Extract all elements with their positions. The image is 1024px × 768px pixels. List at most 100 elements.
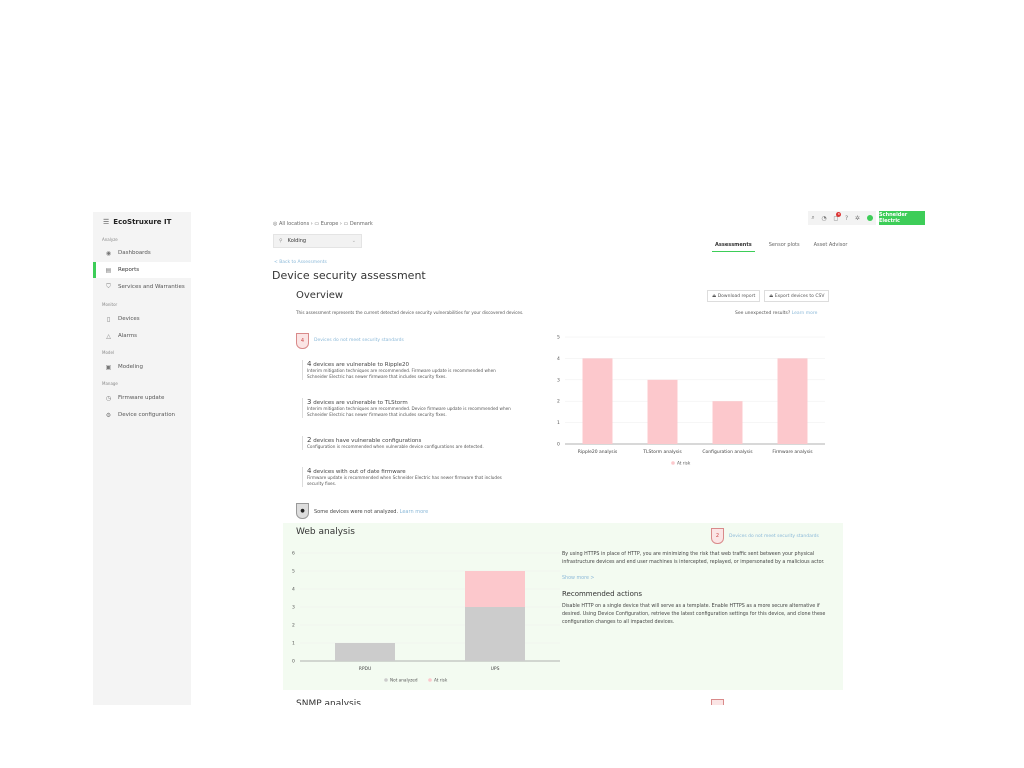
web-analysis-section bbox=[283, 523, 843, 690]
web-analysis-chart: 0 1 2 3 4 5 6 RPDU UPS Not analyzed At risk bbox=[292, 551, 560, 683]
tabs: Assessments Sensor plots Asset Advisor bbox=[712, 242, 847, 252]
y-tick-label: 2 bbox=[557, 399, 560, 405]
tab-sensor-plots[interactable]: Sensor plots bbox=[768, 242, 800, 248]
recommended-actions-title: Recommended actions bbox=[562, 590, 642, 598]
unexpected-results: See unexpected results? Learn more bbox=[735, 311, 818, 316]
risk-badge: 4 bbox=[296, 333, 309, 349]
x-tick-label: Ripple20 analysis bbox=[578, 449, 618, 455]
toolbar: ⌕ ◔ ◻ 8? ✲ bbox=[808, 211, 876, 225]
vulnerability-item: 4 devices are vulnerable to Ripple20 Inte… bbox=[302, 360, 512, 380]
legend-label: At risk bbox=[434, 678, 448, 683]
y-tick-label: 5 bbox=[292, 569, 295, 575]
folder-icon: ▭ bbox=[314, 221, 320, 227]
help-icon[interactable]: ? bbox=[845, 214, 849, 222]
sidebar-item-firmware[interactable]: ◷ Firmware update bbox=[105, 394, 165, 402]
download-icon: ⏏ bbox=[769, 293, 775, 299]
tab-assessments[interactable]: Assessments bbox=[712, 242, 755, 252]
vulnerability-item: 2 devices have vulnerable configurations… bbox=[302, 436, 512, 450]
risk-badge-link[interactable]: Devices do not meet security standards bbox=[729, 534, 819, 539]
not-analyzed-badge-icon: ● bbox=[296, 503, 309, 519]
firmware-icon: ◷ bbox=[105, 394, 112, 402]
bar-not-analyzed bbox=[465, 607, 525, 661]
notification-badge: 8 bbox=[836, 211, 842, 217]
bar-at-risk bbox=[582, 358, 613, 444]
bar-at-risk bbox=[777, 358, 808, 444]
bar-at-risk bbox=[712, 401, 743, 444]
sidebar-item-dashboards[interactable]: ◉ Dashboards bbox=[105, 249, 151, 257]
sidebar-item-services[interactable]: ⛉ Services and Warranties bbox=[106, 283, 185, 290]
x-tick-label: RPDU bbox=[359, 666, 372, 672]
chevron-down-icon: ⌄ bbox=[351, 238, 356, 244]
status-dot bbox=[866, 215, 873, 221]
tab-asset-advisor[interactable]: Asset Advisor bbox=[813, 242, 848, 248]
risk-badge bbox=[711, 699, 724, 705]
user-icon[interactable]: ◔ bbox=[821, 214, 827, 222]
device-icon: ▯ bbox=[106, 315, 111, 323]
y-tick-label: 2 bbox=[292, 623, 295, 629]
section-label: Monitor bbox=[102, 302, 118, 307]
legend-swatch bbox=[428, 678, 432, 682]
section-label: Analyze bbox=[102, 237, 118, 242]
y-tick-label: 3 bbox=[292, 605, 295, 611]
pin-icon: ⚲ bbox=[279, 238, 283, 244]
modeling-icon: ▣ bbox=[105, 363, 112, 371]
x-tick-label: Configuration analysis bbox=[702, 449, 753, 455]
schneider-logo-button[interactable]: Schneider Electric bbox=[879, 211, 925, 225]
menu-icon[interactable]: ☰ bbox=[103, 218, 110, 226]
sidebar: ☰ EcoStruxure IT Analyze ◉ Dashboards ▤ Rep… bbox=[93, 212, 191, 705]
legend-label: Not analyzed bbox=[390, 678, 418, 683]
risk-badge-link[interactable]: Devices do not meet security standards bbox=[314, 338, 404, 343]
y-tick-label: 1 bbox=[557, 420, 560, 426]
y-tick-label: 0 bbox=[557, 442, 560, 448]
legend-swatch bbox=[384, 678, 388, 682]
section-label: Manage bbox=[102, 381, 118, 386]
overview-title: Overview bbox=[296, 290, 344, 301]
vulnerability-item: 4 devices with out of date firmware Firmw… bbox=[302, 467, 512, 487]
back-link[interactable]: < Back to Assessments bbox=[274, 260, 327, 265]
export-csv-button[interactable]: ⏏ Export devices to CSV bbox=[764, 290, 830, 302]
sidebar-item-devices[interactable]: ▯ Devices bbox=[106, 315, 140, 323]
learn-more-link[interactable]: Learn more bbox=[791, 311, 818, 316]
y-tick-label: 6 bbox=[292, 551, 295, 557]
bell-icon[interactable]: ◻ 8 bbox=[833, 211, 842, 222]
report-icon: ▤ bbox=[105, 266, 112, 274]
bar-at-risk bbox=[647, 379, 678, 444]
config-icon: ⚙ bbox=[105, 411, 112, 419]
download-icon: ⏏ bbox=[712, 293, 718, 299]
sidebar-item-modeling[interactable]: ▣ Modeling bbox=[105, 363, 144, 371]
not-analyzed-note: Some devices were not analyzed. Learn mo… bbox=[314, 509, 429, 515]
overview-chart: 0 1 2 3 4 5 Ripple20 analysis TLStorm analysis C… bbox=[557, 335, 825, 466]
snmp-analysis-title: SNMP analysis bbox=[296, 699, 361, 705]
y-tick-label: 4 bbox=[557, 356, 560, 362]
y-tick-label: 4 bbox=[292, 587, 295, 593]
web-analysis-title: Web analysis bbox=[296, 527, 355, 537]
sidebar-item-alarms[interactable]: △ Alarms bbox=[106, 332, 138, 340]
bar-not-analyzed bbox=[335, 643, 395, 661]
vulnerability-item: 3 devices are vulnerable to TLStorm Inter… bbox=[302, 398, 512, 418]
y-tick-label: 5 bbox=[557, 335, 560, 341]
show-more-link[interactable]: Show more > bbox=[562, 576, 595, 581]
web-description: By using HTTPS in place of HTTP, you are… bbox=[562, 552, 825, 565]
breadcrumb: ◎ All locations › ▭ Europe › ▭ Denmark bbox=[273, 221, 373, 227]
recommended-actions-text: Disable HTTP on a single device that wil… bbox=[562, 604, 826, 625]
y-tick-label: 0 bbox=[292, 659, 295, 665]
search-icon[interactable]: ⌕ bbox=[811, 214, 815, 221]
warning-icon: △ bbox=[106, 332, 111, 340]
download-report-button[interactable]: ⏏ Download report bbox=[707, 290, 761, 302]
legend-swatch bbox=[671, 461, 675, 465]
learn-more-link[interactable]: Learn more bbox=[399, 509, 429, 515]
location-select[interactable]: ⚲ Kolding ⌄ bbox=[273, 234, 362, 248]
gear-icon[interactable]: ✲ bbox=[854, 214, 860, 222]
overview-description: This assessment represents the current d… bbox=[296, 310, 524, 315]
x-tick-label: Firmware analysis bbox=[772, 449, 813, 455]
globe-icon: ◎ bbox=[273, 221, 278, 227]
legend-label: At risk bbox=[677, 461, 691, 466]
sidebar-item-reports[interactable]: ▤ Reports bbox=[93, 262, 191, 278]
folder-icon: ▭ bbox=[343, 221, 349, 227]
sidebar-item-device-configuration[interactable]: ⚙ Device configuration bbox=[105, 411, 176, 419]
y-tick-label: 3 bbox=[557, 377, 560, 383]
y-tick-label: 1 bbox=[292, 641, 295, 647]
shield-icon: ⛉ bbox=[106, 283, 111, 290]
risk-badge: 2 bbox=[711, 528, 724, 544]
page-title: Device security assessment bbox=[272, 269, 426, 282]
